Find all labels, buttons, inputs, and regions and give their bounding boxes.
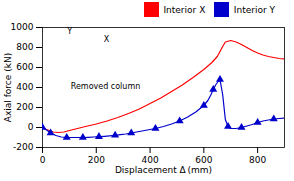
svg-text:200: 200 <box>88 155 105 165</box>
svg-text:Displacement Δ (mm): Displacement Δ (mm) <box>115 165 212 175</box>
svg-text:200: 200 <box>16 102 33 112</box>
svg-text:0: 0 <box>40 155 46 165</box>
svg-text:Y: Y <box>66 27 72 36</box>
svg-text:400: 400 <box>16 82 33 92</box>
svg-text:Removed column: Removed column <box>71 82 141 91</box>
svg-text:600: 600 <box>16 62 33 72</box>
svg-text:-200: -200 <box>13 142 34 152</box>
svg-text:1000: 1000 <box>11 22 34 32</box>
html-text:Interior X: Interior X <box>163 4 206 15</box>
svg-text:X: X <box>104 35 110 44</box>
svg-text:400: 400 <box>141 155 158 165</box>
svg-text:Axial force (kN): Axial force (kN) <box>3 53 13 122</box>
html-text:Interior Y: Interior Y <box>233 4 275 15</box>
svg-text:800: 800 <box>249 155 266 165</box>
svg-text:600: 600 <box>195 155 212 165</box>
svg-text:800: 800 <box>16 42 33 52</box>
svg-text:0: 0 <box>28 122 34 132</box>
